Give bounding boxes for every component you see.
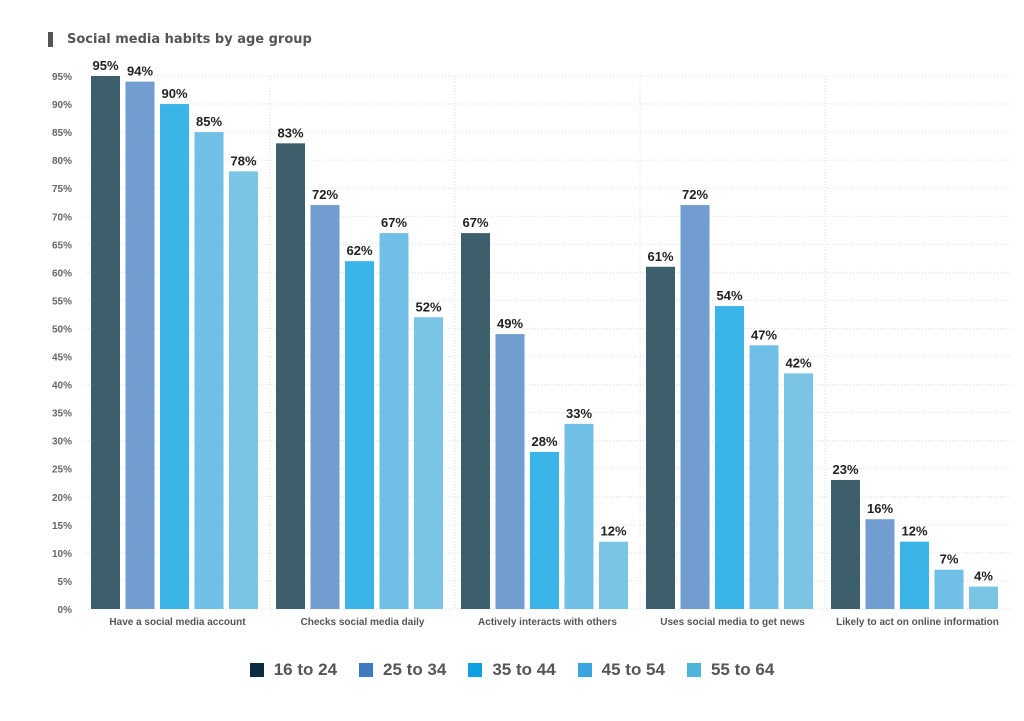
bar xyxy=(530,451,559,609)
y-tick-label: 75% xyxy=(52,184,72,195)
bar xyxy=(784,373,813,609)
y-tick-label: 50% xyxy=(52,324,72,335)
data-label: 67% xyxy=(462,215,488,230)
bar xyxy=(125,81,155,609)
bar xyxy=(865,519,895,609)
bar xyxy=(310,205,340,609)
data-label: 67% xyxy=(381,215,407,230)
y-tick-label: 25% xyxy=(52,465,72,476)
legend-item: 35 to 44 xyxy=(468,660,556,680)
data-label: 72% xyxy=(312,187,338,202)
legend-label: 55 to 64 xyxy=(710,660,775,679)
legend-label: 25 to 34 xyxy=(383,660,447,679)
bar xyxy=(680,205,710,609)
data-label: 12% xyxy=(600,524,626,539)
x-tick-label: Have a social media account xyxy=(109,617,246,628)
data-label: 7% xyxy=(940,552,959,567)
chart-title: Social media habits by age group xyxy=(67,32,312,47)
data-label: 23% xyxy=(832,462,858,477)
x-tick-label: Checks social media daily xyxy=(301,617,425,628)
y-tick-label: 15% xyxy=(52,521,72,532)
bar xyxy=(749,345,779,609)
y-tick-label: 45% xyxy=(52,353,72,364)
bar xyxy=(900,541,929,609)
y-tick-label: 5% xyxy=(58,577,73,588)
data-label: 49% xyxy=(497,316,523,331)
data-label: 33% xyxy=(566,406,592,421)
legend-item: 16 to 24 xyxy=(249,660,338,680)
data-label: 42% xyxy=(785,355,811,370)
bar xyxy=(646,266,675,609)
y-tick-label: 90% xyxy=(52,100,72,111)
data-label: 62% xyxy=(346,243,372,258)
y-tick-label: 65% xyxy=(52,240,72,251)
bar xyxy=(599,541,628,609)
bar xyxy=(831,479,860,609)
data-label: 85% xyxy=(196,114,222,129)
legend-swatch xyxy=(577,663,592,677)
data-label: 47% xyxy=(751,327,777,342)
legend-label: 45 to 54 xyxy=(601,660,665,679)
bar xyxy=(379,233,409,610)
y-tick-label: 55% xyxy=(52,296,72,307)
y-tick-label: 40% xyxy=(52,381,72,392)
data-label: 94% xyxy=(127,64,153,79)
bar xyxy=(229,171,258,609)
data-label: 61% xyxy=(647,249,673,264)
bar xyxy=(934,569,964,609)
bar xyxy=(194,132,224,609)
y-tick-label: 30% xyxy=(52,437,72,448)
bar xyxy=(715,306,744,609)
data-label: 52% xyxy=(415,299,441,314)
data-label: 12% xyxy=(901,524,927,539)
y-tick-label: 95% xyxy=(52,72,72,83)
data-label: 78% xyxy=(230,153,256,168)
bar xyxy=(160,104,189,609)
x-tick-label: Uses social media to get news xyxy=(660,617,805,628)
data-label: 83% xyxy=(277,125,303,140)
y-tick-label: 0% xyxy=(58,605,73,616)
legend-swatch xyxy=(468,663,483,677)
data-label: 16% xyxy=(867,501,893,516)
y-tick-label: 60% xyxy=(52,268,72,279)
bar xyxy=(345,261,374,609)
bar xyxy=(461,233,490,610)
y-tick-label: 70% xyxy=(52,212,72,223)
bar xyxy=(495,334,525,609)
y-tick-label: 20% xyxy=(52,493,72,504)
data-label: 95% xyxy=(92,58,118,73)
y-tick-label: 10% xyxy=(52,549,72,560)
data-label: 28% xyxy=(531,434,557,449)
legend-item: 45 to 54 xyxy=(577,660,665,680)
data-label: 4% xyxy=(974,569,993,584)
y-tick-label: 35% xyxy=(52,409,72,420)
legend-item: 25 to 34 xyxy=(359,660,446,680)
legend: 16 to 24 25 to 34 35 to 44 45 to 54 55 to 64 xyxy=(0,660,1024,680)
legend-swatch xyxy=(686,663,701,677)
legend-swatch xyxy=(359,663,374,677)
data-label: 72% xyxy=(682,187,708,202)
bar xyxy=(276,143,305,610)
y-tick-label: 80% xyxy=(52,156,72,167)
data-label: 90% xyxy=(161,86,187,101)
x-tick-label: Actively interacts with others xyxy=(478,617,617,628)
x-tick-label: Likely to act on online information xyxy=(836,617,999,628)
bar xyxy=(564,423,594,609)
y-tick-label: 85% xyxy=(52,128,72,139)
data-label: 54% xyxy=(716,288,742,303)
legend-label: 16 to 24 xyxy=(273,660,338,679)
bar xyxy=(969,586,998,609)
legend-item: 55 to 64 xyxy=(686,660,775,680)
bar xyxy=(414,317,443,609)
title-marker xyxy=(48,32,53,47)
bar xyxy=(91,76,120,609)
legend-swatch xyxy=(249,663,264,677)
legend-label: 35 to 44 xyxy=(492,660,556,679)
